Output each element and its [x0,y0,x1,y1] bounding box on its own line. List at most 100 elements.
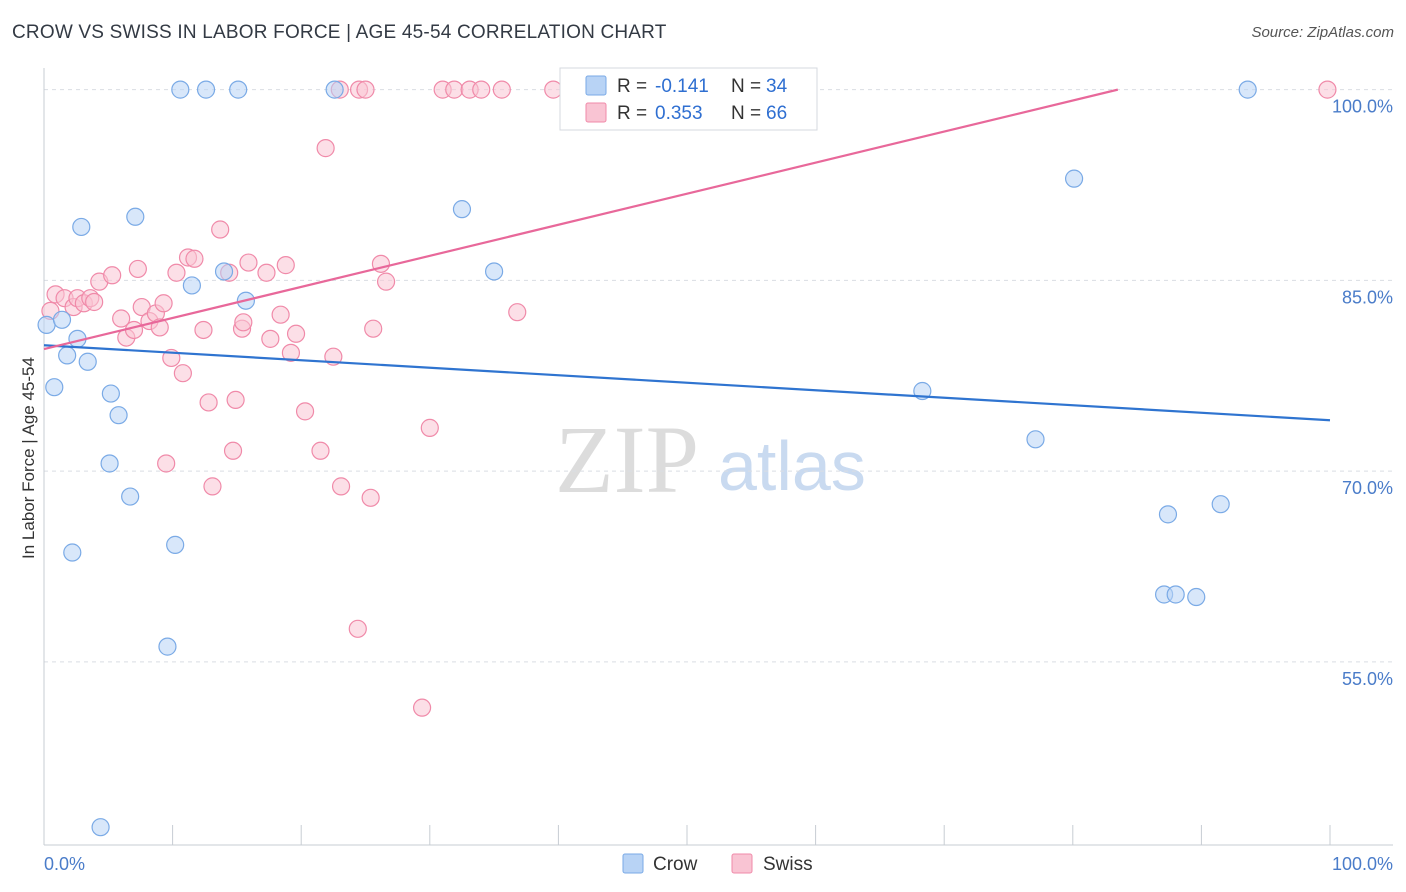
swiss-point [508,303,527,322]
crow-point [37,315,56,334]
swiss-point [364,319,383,338]
swiss-point [154,294,173,313]
swiss-point [128,259,147,279]
swiss-point [167,263,186,282]
x-tick-label-min: 0.0% [44,854,85,874]
swiss-point [544,80,563,99]
crow-point [1026,430,1045,449]
swiss-point [356,80,375,99]
swiss-point [492,80,511,99]
watermark: ZIP atlas [555,406,866,513]
crow-point [52,310,72,329]
swiss-point [286,324,306,343]
legend-swiss-r-value: 0.353 [655,103,703,124]
swiss-point [445,80,464,99]
legend-crow-n-label: N = [731,76,761,97]
crow-point [101,384,120,403]
crow-point [158,637,177,656]
crow-trendline [43,344,1331,422]
crow-point [58,346,77,365]
swiss-point [412,698,432,717]
legend-crow-r-label: R = [617,76,647,97]
crow-point [171,80,190,99]
swiss-point [472,80,491,99]
swiss-point [112,309,131,328]
crow-point [166,535,185,554]
crow-point [452,200,472,219]
y-tick-label: 70.0% [1342,478,1393,498]
swiss-point [281,343,301,362]
swiss-point [194,320,213,340]
y-axis-tick-labels: 55.0% 70.0% 85.0% 100.0% [1332,97,1393,689]
crow-point [182,276,201,295]
crow-point [1166,585,1185,604]
crow-point [91,818,110,837]
swiss-point [295,402,315,421]
swiss-point [85,292,104,312]
swiss-series [41,80,1337,717]
swiss-point [261,329,280,348]
crow-point [63,543,82,562]
swiss-point [1318,80,1337,99]
swiss-point [271,305,290,324]
swiss-point [311,441,330,460]
swiss-point [234,313,253,332]
series-legend: Crow Swiss [622,853,813,875]
swiss-point [316,139,335,158]
swiss-point [157,454,176,473]
bottom-legend-crow-swatch [622,853,644,874]
y-tick-label: 100.0% [1332,97,1393,117]
legend-swiss-n-label: N = [731,103,761,124]
crow-point [45,378,64,397]
swiss-point [185,249,204,268]
swiss-point [420,418,439,437]
crow-point [1187,587,1206,607]
swiss-point [276,256,295,275]
source-credit: Source: ZipAtlas.com [1251,24,1394,41]
swiss-point [211,220,230,239]
crow-point [325,80,344,99]
legend-crow-swatch [585,75,607,96]
bottom-legend-crow-label: Crow [653,854,698,875]
swiss-point [199,393,218,412]
x-tick-label-max: 100.0% [1332,854,1393,874]
crow-point [1211,495,1230,514]
watermark-atlas: atlas [718,427,866,505]
legend-crow-n-value: 34 [766,76,788,97]
watermark-zip: ZIP [555,406,699,513]
swiss-point [361,488,380,507]
crow-point [78,352,97,371]
crow-point [1064,169,1084,188]
y-tick-label: 55.0% [1342,669,1393,689]
correlation-legend: R = -0.141 N = 34 R = 0.353 N = 66 [559,67,818,131]
axes [43,68,1393,846]
y-axis-label: In Labor Force | Age 45-54 [19,357,38,559]
swiss-point [257,263,276,282]
swiss-point [239,253,258,272]
swiss-point [348,619,367,638]
bottom-legend-swiss-label: Swiss [763,854,813,875]
trendlines [43,88,1331,422]
bottom-legend-swiss-swatch [731,853,753,874]
crow-point [100,454,119,473]
crow-point [229,80,248,99]
legend-swiss-n-value: 66 [766,103,787,124]
swiss-point [173,364,192,383]
x-axis-ticks [43,825,1331,845]
crow-point [126,207,145,226]
legend-swiss-swatch [585,102,607,123]
crow-point [214,262,234,281]
crow-point [1238,80,1257,99]
y-tick-label: 85.0% [1342,287,1393,307]
crow-point [121,487,140,506]
crow-series [37,80,1257,837]
chart-title: CROW VS SWISS IN LABOR FORCE | AGE 45-54… [12,22,667,43]
swiss-point [203,477,222,496]
swiss-point [226,390,245,410]
legend-swiss-r-label: R = [617,103,647,124]
crow-point [485,262,504,281]
swiss-point [376,272,396,291]
crow-point [109,406,128,425]
crow-point [196,80,216,99]
